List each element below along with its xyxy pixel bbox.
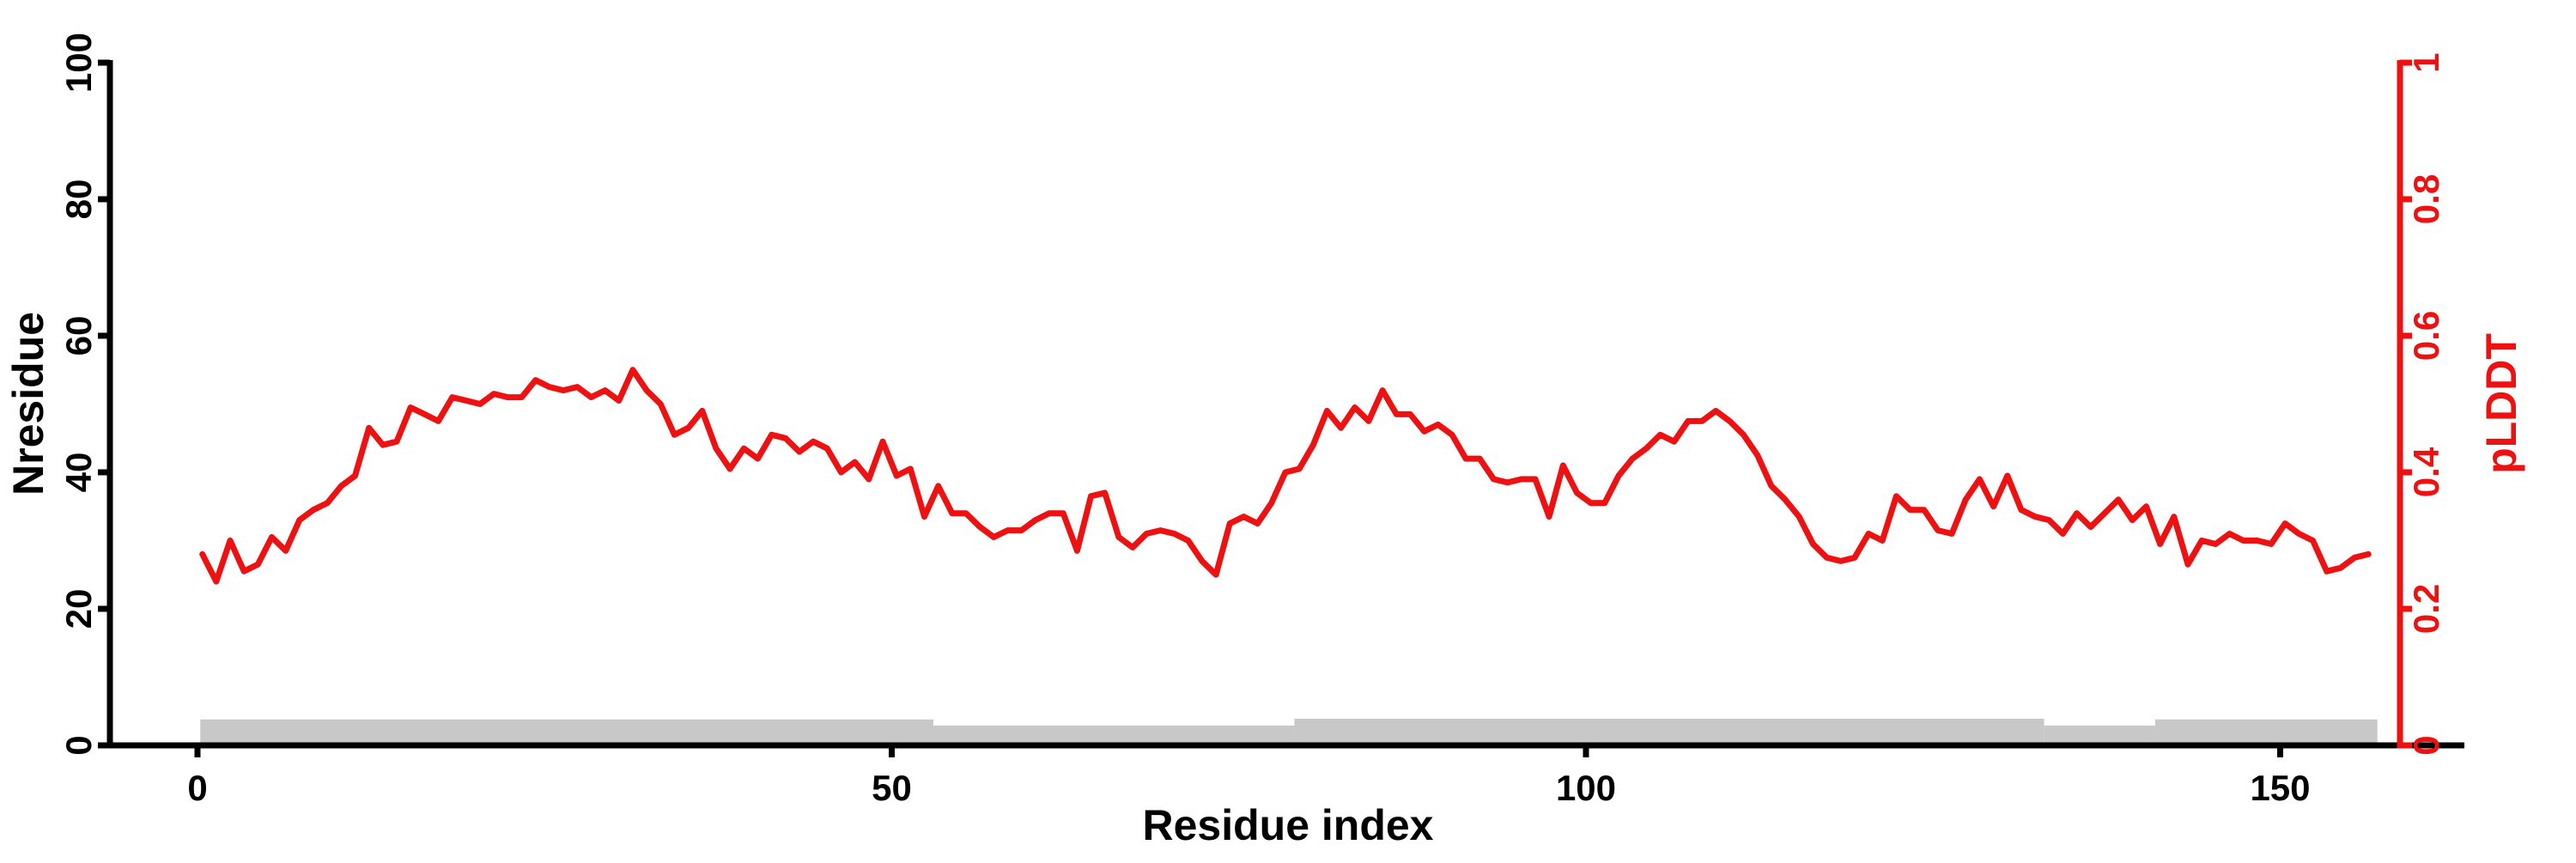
x-axis-tick-label: 0 [187,768,207,808]
gray-bar-segment [933,725,1295,745]
gray-bar-segment [2154,719,2378,745]
nresidue-bar-segments [200,718,2378,745]
x-axis-tick-label: 50 [872,768,912,808]
left-axis-tick-label: 20 [58,589,99,629]
right-axis-tick-label: 1 [2406,52,2446,72]
left-axis-tick-label: 100 [58,33,99,93]
right-axis-title: pLDDT [2477,333,2525,474]
left-axis-title: Nresidue [4,312,52,495]
right-axis-tick-label: 0 [2406,735,2446,755]
x-axis-tick-label: 100 [1556,768,1616,808]
left-axis-tick-label: 80 [58,179,99,220]
gray-bar-segment [1294,718,2044,745]
right-axis-tick-label: 0.8 [2406,174,2446,224]
x-axis-title: Residue index [1143,801,1434,849]
right-axis-tick-label: 0.4 [2406,447,2446,497]
plddt-line [199,367,2372,585]
left-axis-tick-label: 40 [58,453,99,493]
gray-bar-segment [200,719,934,745]
left-axis-tick-label: 60 [58,316,99,356]
right-axis-tick-label: 0.2 [2406,584,2446,634]
x-axis-tick-label: 150 [2250,768,2310,808]
right-axis-tick-label: 0.6 [2406,311,2446,361]
plddt-line-layer [199,367,2372,585]
axes-layer: 0 20 40 60 80 100 0 0.2 0.4 0.6 0.8 1 0 50 100 150 [58,33,2464,808]
left-axis-tick-label: 0 [58,735,99,755]
gray-bar-segment [2044,725,2155,745]
